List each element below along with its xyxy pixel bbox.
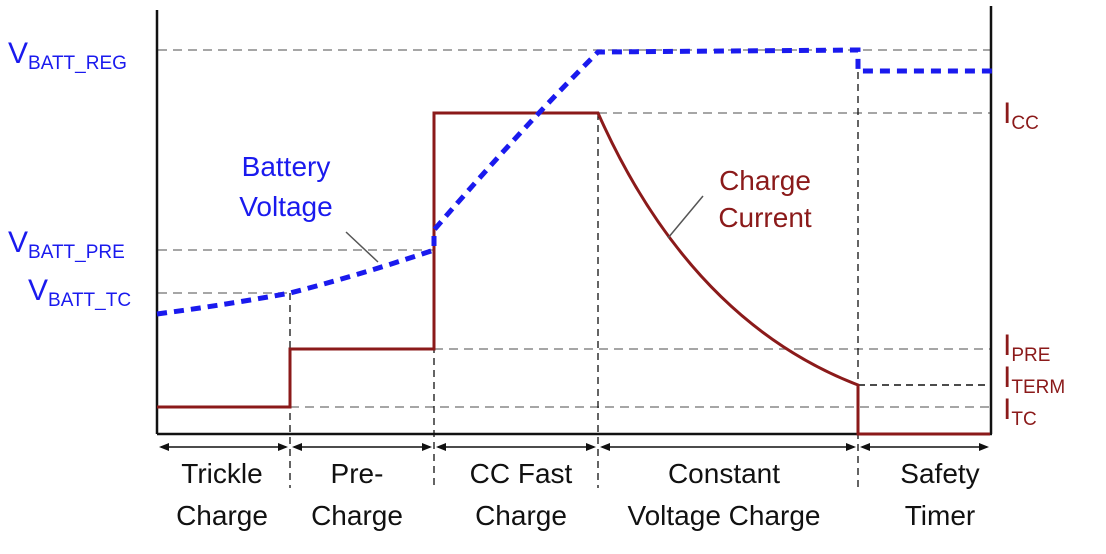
vbatt-reg-label: VBATT_REG — [8, 37, 127, 74]
iterm-sub: TERM — [1011, 377, 1065, 398]
phase-cc-line2: Charge — [475, 500, 567, 531]
icc-label: ICC — [1003, 97, 1039, 134]
battery-voltage-annotation-line1: Battery — [242, 151, 331, 182]
ipre-main: I — [1003, 329, 1011, 362]
arrowhead — [979, 443, 989, 451]
charge-current-leader — [667, 195, 704, 239]
phase-pre-line2: Charge — [311, 500, 403, 531]
battery-voltage-leader — [345, 231, 379, 263]
vbatt-pre-label: VBATT_PRE — [8, 226, 125, 263]
phase-cc-line1: CC Fast — [470, 458, 573, 489]
ipre-label: IPRE — [1003, 329, 1050, 366]
ipre-sub: PRE — [1011, 345, 1050, 366]
phase-cv-line1: Constant — [668, 458, 780, 489]
battery-voltage-annotation-line2: Voltage — [239, 191, 332, 222]
phase-pre-line1: Pre- — [331, 458, 384, 489]
icc-sub: CC — [1011, 113, 1038, 134]
arrowhead — [292, 443, 302, 451]
iterm-label: ITERM — [1003, 361, 1065, 398]
vbatt-reg-main: V — [8, 37, 28, 70]
charge-current-annotation-line2: Current — [718, 202, 812, 233]
vbatt-tc-main: V — [28, 274, 48, 307]
vbatt-tc-label: VBATT_TC — [28, 274, 131, 311]
phase-trickle-line1: Trickle — [181, 458, 262, 489]
arrowhead — [159, 443, 169, 451]
phase-cv-line2: Voltage Charge — [627, 500, 820, 531]
phase-dividers — [289, 72, 859, 488]
itc-label: ITC — [1003, 393, 1037, 430]
vbatt-pre-main: V — [8, 226, 28, 259]
arrowhead — [586, 443, 596, 451]
arrowhead — [846, 443, 856, 451]
arrowhead — [436, 443, 446, 451]
arrowhead — [600, 443, 610, 451]
charge-current-annotation-line1: Charge — [719, 165, 811, 196]
battery-voltage-curve — [156, 47, 992, 317]
arrowhead — [278, 443, 288, 451]
axes — [155, 6, 993, 436]
iterm-main: I — [1003, 361, 1011, 394]
vbatt-reg-sub: BATT_REG — [28, 53, 127, 74]
arrowhead — [860, 443, 870, 451]
phase-trickle-line2: Charge — [176, 500, 268, 531]
vbatt-pre-sub: BATT_PRE — [28, 242, 125, 263]
arrowheads — [159, 443, 989, 451]
vbatt-tc-sub: BATT_TC — [48, 290, 131, 311]
itc-sub: TC — [1011, 409, 1036, 430]
phase-timer-line1: Safety — [900, 458, 979, 489]
phase-labels: Trickle Charge Pre- Charge CC Fast Charg… — [176, 458, 980, 531]
phase-timer-line2: Timer — [905, 500, 976, 531]
itc-main: I — [1003, 393, 1011, 426]
arrowhead — [422, 443, 432, 451]
icc-main: I — [1003, 97, 1011, 130]
charge-current-curve — [157, 111, 990, 436]
reference-lines — [158, 49, 990, 408]
